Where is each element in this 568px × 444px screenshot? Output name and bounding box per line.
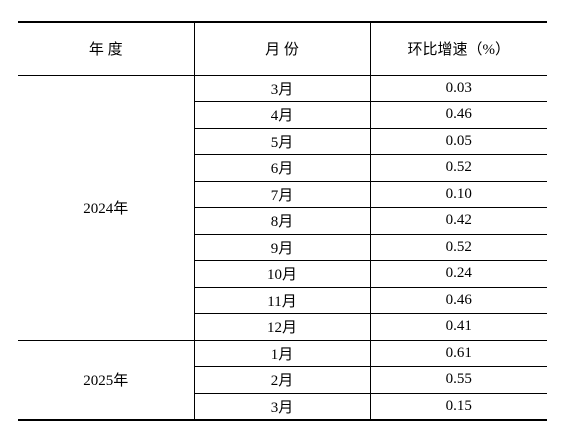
- month-cell: 10月: [193, 260, 370, 287]
- month-cell: 6月: [193, 154, 370, 181]
- table-row: 6月 0.52: [18, 154, 547, 181]
- table-row: 2月 0.55: [18, 366, 547, 393]
- table-row: 7月 0.10: [18, 180, 547, 208]
- table-row: 2025年 1月 0.61: [18, 339, 547, 421]
- year-cell-2025: 2025年: [18, 339, 194, 421]
- month-cell: 3月: [193, 74, 370, 102]
- rate-cell: 0.61: [369, 339, 547, 367]
- header-year: 年 度: [18, 21, 194, 76]
- table-row: 3月 0.15: [18, 392, 547, 421]
- month-cell: 9月: [193, 233, 370, 261]
- table-row: 12月 0.41: [18, 313, 547, 340]
- table-row: 4月 0.46: [18, 101, 547, 128]
- month-cell: 4月: [193, 101, 370, 128]
- header-row: 年 度 月 份 环比增速（%）: [18, 21, 547, 76]
- table-row: 5月 0.05: [18, 127, 547, 155]
- month-cell: 1月: [193, 339, 370, 367]
- month-cell: 5月: [193, 127, 370, 155]
- rate-cell: 0.42: [369, 207, 547, 234]
- header-rate: 环比增速（%）: [369, 21, 547, 76]
- table-row: 8月 0.42: [18, 207, 547, 234]
- rate-cell: 0.46: [369, 101, 547, 128]
- header-month: 月 份: [193, 21, 370, 76]
- table-row: 2024年 3月 0.03: [18, 74, 547, 340]
- year-cell-2024: 2024年: [18, 74, 194, 340]
- month-cell: 11月: [193, 286, 370, 314]
- month-cell: 12月: [193, 313, 370, 340]
- rate-cell: 0.03: [369, 74, 547, 102]
- rate-cell: 0.55: [369, 366, 547, 393]
- month-cell: 2月: [193, 366, 370, 393]
- rate-cell: 0.05: [369, 127, 547, 155]
- table-row: 11月 0.46: [18, 286, 547, 314]
- growth-rate-table: 年 度 月 份 环比增速（%） 2024年 3月 0.03 4月 0.46 5月…: [18, 21, 547, 421]
- month-cell: 8月: [193, 207, 370, 234]
- rate-cell: 0.46: [369, 286, 547, 314]
- table-row: 9月 0.52: [18, 233, 547, 261]
- month-cell: 3月: [193, 392, 370, 421]
- table-row: 10月 0.24: [18, 260, 547, 287]
- month-cell: 7月: [193, 180, 370, 208]
- table-header: 年 度 月 份 环比增速（%）: [18, 21, 547, 76]
- table-body: 2024年 3月 0.03 4月 0.46 5月 0.05 6月 0.52 7月…: [18, 74, 547, 421]
- rate-cell: 0.24: [369, 260, 547, 287]
- rate-cell: 0.52: [369, 233, 547, 261]
- rate-cell: 0.52: [369, 154, 547, 181]
- rate-cell: 0.10: [369, 180, 547, 208]
- rate-cell: 0.41: [369, 313, 547, 340]
- rate-cell: 0.15: [369, 392, 547, 421]
- growth-rate-table-container: 年 度 月 份 环比增速（%） 2024年 3月 0.03 4月 0.46 5月…: [18, 21, 547, 421]
